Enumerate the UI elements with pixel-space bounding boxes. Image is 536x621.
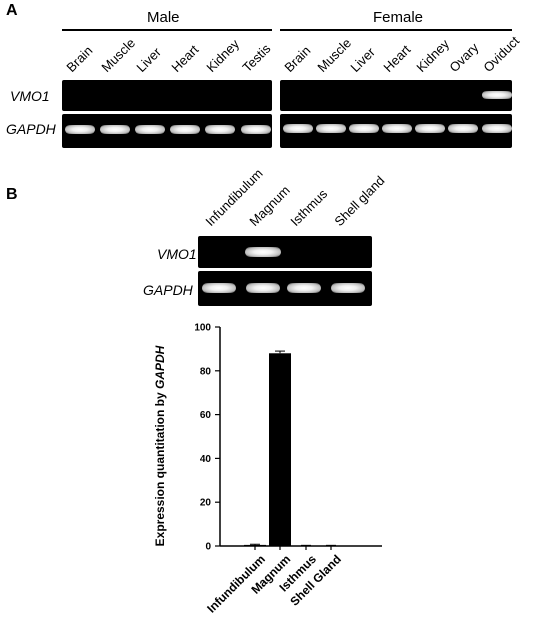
bar-shell-gland	[320, 545, 342, 547]
y-axis-label-prefix: Expression quantitation by	[153, 388, 167, 547]
male-group-line	[62, 29, 272, 31]
y-axis-label-gene: GAPDH	[153, 345, 167, 389]
band-male-gapdh-testis	[241, 125, 271, 134]
lane-label-male-heart: Heart	[168, 41, 202, 75]
lane-label-male-testis: Testis	[239, 40, 274, 75]
lane-label-b-isthmus: Isthmus	[287, 186, 331, 229]
band-female-gapdh-brain	[283, 124, 313, 133]
male-vmo1-gel	[62, 80, 272, 111]
lane-label-female-heart: Heart	[380, 41, 414, 75]
band-female-gapdh-muscle	[316, 124, 346, 133]
lane-label-female-liver: Liver	[347, 44, 378, 75]
panel-a-vmo1-label: VMO1	[10, 88, 50, 104]
lane-label-male-muscle: Muscle	[98, 35, 139, 75]
band-female-gapdh-kidney	[415, 124, 445, 133]
band-female-gapdh-heart	[382, 124, 412, 133]
female-vmo1-gel	[280, 80, 512, 111]
band-female-gapdh-oviduct	[482, 124, 512, 133]
panel-b-vmo1-label: VMO1	[157, 246, 197, 262]
panel-a-gapdh-label: GAPDH	[6, 121, 56, 137]
band-b-gapdh-shell-gland	[331, 283, 365, 293]
panel-a-label: A	[6, 2, 18, 19]
lane-label-female-brain: Brain	[281, 42, 314, 75]
y-tick-label-100: 100	[194, 323, 211, 334]
band-male-gapdh-muscle	[100, 125, 130, 134]
panel-b-gapdh-label: GAPDH	[143, 282, 193, 298]
lane-label-female-oviduct: Oviduct	[480, 33, 523, 75]
band-male-gapdh-kidney	[205, 125, 235, 134]
y-tick-label-80: 80	[200, 366, 212, 377]
lane-label-male-liver: Liver	[133, 44, 164, 75]
band-b-gapdh-magnum	[246, 283, 280, 293]
band-b-vmo1-magnum	[245, 247, 281, 257]
band-male-gapdh-heart	[170, 125, 200, 134]
male-gapdh-gel	[62, 114, 272, 148]
lane-label-b-magnum: Magnum	[246, 182, 293, 229]
y-tick-label-60: 60	[200, 410, 212, 421]
bar-infundibulum	[244, 544, 266, 546]
y-tick-label-0: 0	[205, 542, 211, 553]
female-group-line	[280, 29, 512, 31]
bar-isthmus	[295, 545, 317, 547]
male-group-label: Male	[147, 9, 180, 26]
lane-label-female-muscle: Muscle	[314, 35, 355, 75]
y-tick-label-20: 20	[200, 498, 212, 509]
y-axis-label: Expression quantitation by GAPDH	[153, 346, 167, 547]
band-b-gapdh-infundibulum	[202, 283, 236, 293]
expression-bar-chart: 0 20 40 60 80 100	[194, 323, 382, 553]
panel-b-vmo1-gel	[198, 236, 372, 268]
lane-label-b-shell-gland: Shell gland	[331, 172, 388, 229]
lane-label-female-kidney: Kidney	[413, 36, 453, 75]
lane-label-male-kidney: Kidney	[203, 36, 243, 75]
band-female-gapdh-ovary	[448, 124, 478, 133]
y-tick-label-40: 40	[200, 454, 212, 465]
band-female-vmo1-oviduct	[482, 91, 512, 99]
band-male-gapdh-liver	[135, 125, 165, 134]
lane-label-male-brain: Brain	[63, 42, 96, 75]
panel-b-label: B	[6, 186, 18, 203]
band-female-gapdh-liver	[349, 124, 379, 133]
bar-magnum	[269, 353, 291, 546]
band-b-gapdh-isthmus	[287, 283, 321, 293]
band-male-gapdh-brain	[65, 125, 95, 134]
female-group-label: Female	[373, 9, 424, 26]
